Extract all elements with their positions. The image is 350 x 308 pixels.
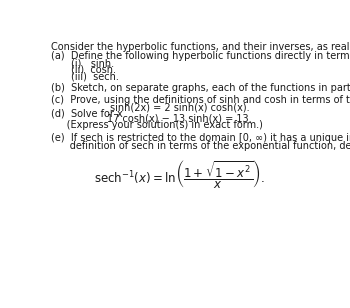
Text: $\mathrm{sech}^{-1}(x) = \ln\!\left(\dfrac{1 + \sqrt{1 - x^2}}{x}\right).$: $\mathrm{sech}^{-1}(x) = \ln\!\left(\dfr… bbox=[94, 158, 265, 190]
Text: (Express your solution(s) in exact form.): (Express your solution(s) in exact form.… bbox=[50, 120, 262, 131]
Text: (b)  Sketch, on separate graphs, each of the functions in part (a).: (b) Sketch, on separate graphs, each of … bbox=[50, 83, 350, 93]
Text: (a)  Define the following hyperbolic functions directly in terms of the exponent: (a) Define the following hyperbolic func… bbox=[50, 51, 350, 61]
Text: definition of sech in terms of the exponential function, derive the formula: definition of sech in terms of the expon… bbox=[50, 140, 350, 151]
Text: sinh(2x) = 2 sinh(x) cosh(x).: sinh(2x) = 2 sinh(x) cosh(x). bbox=[110, 103, 249, 113]
Text: (d)  Solve for x: (d) Solve for x bbox=[50, 108, 122, 118]
Text: (c)  Prove, using the definitions of sinh and cosh in terms of the exponential f: (c) Prove, using the definitions of sinh… bbox=[50, 95, 350, 105]
Text: Consider the hyperbolic functions, and their inverses, as real functions of a re: Consider the hyperbolic functions, and t… bbox=[50, 42, 350, 52]
Text: 17 cosh(x) − 13 sinh(x) = 13.: 17 cosh(x) − 13 sinh(x) = 13. bbox=[107, 114, 252, 124]
Text: (i)   sinh.: (i) sinh. bbox=[71, 58, 114, 68]
Text: (iii)  sech.: (iii) sech. bbox=[71, 71, 119, 82]
Text: (e)  If sech is restricted to the domain [0, ∞) it has a unique inverse, sech⁻¹.: (e) If sech is restricted to the domain … bbox=[50, 133, 350, 143]
Text: (ii)  cosh.: (ii) cosh. bbox=[71, 65, 116, 75]
